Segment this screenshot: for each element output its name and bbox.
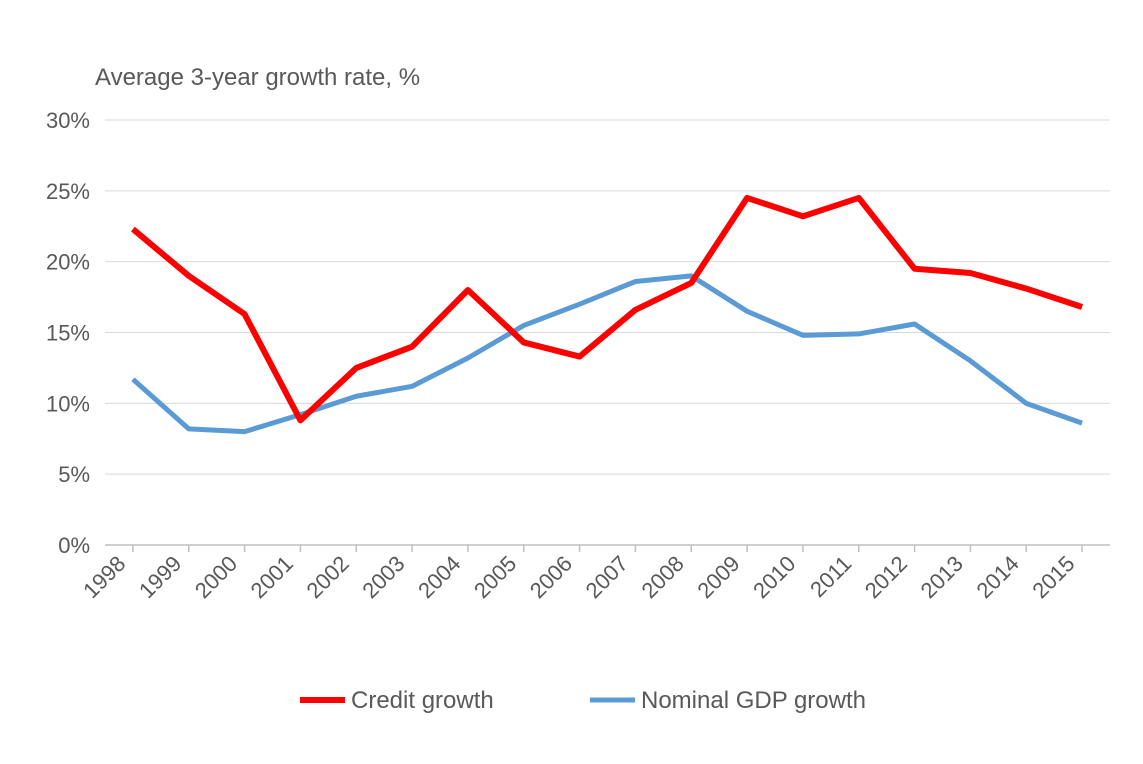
y-tick-label: 30% (46, 108, 90, 133)
y-tick-label: 5% (58, 462, 90, 487)
x-tick-label: 2000 (190, 551, 242, 603)
legend-label: Nominal GDP growth (641, 687, 866, 714)
x-tick-label: 2008 (636, 551, 688, 603)
x-tick-label: 2011 (805, 551, 856, 602)
x-tick-label: 2009 (692, 551, 744, 603)
chart-title: Average 3-year growth rate, % (95, 64, 420, 91)
y-tick-label: 10% (46, 391, 90, 416)
x-tick-label: 2015 (1027, 551, 1079, 603)
growth-line-chart: Average 3-year growth rate, % 0% 5% 10% 15% 2… (0, 0, 1143, 764)
x-tick-label: 2002 (301, 551, 353, 603)
y-tick-label: 15% (46, 321, 90, 346)
y-tick-label: 25% (46, 179, 90, 204)
x-tick-label: 1998 (78, 551, 130, 603)
x-tick-label: 2004 (413, 551, 465, 603)
y-tick-label: 20% (46, 250, 90, 275)
series-line-credit-growth (133, 198, 1082, 420)
x-tick-label: 2005 (469, 551, 521, 603)
x-tick-label: 2010 (748, 551, 800, 603)
x-tick-label: 2003 (357, 551, 409, 603)
x-tick-label: 2001 (246, 551, 298, 603)
series-line-nominal-gdp-growth (133, 276, 1082, 432)
legend-label: Credit growth (351, 687, 494, 714)
y-tick-label: 0% (58, 533, 90, 558)
x-tick-label: 2013 (916, 551, 968, 603)
chart-container: Average 3-year growth rate, % 0% 5% 10% 15% 2… (0, 0, 1143, 764)
x-tick-label: 2014 (971, 551, 1023, 603)
x-tick-label: 2007 (581, 551, 633, 603)
x-tick-label: 2006 (525, 551, 577, 603)
x-tick-label: 1999 (134, 551, 186, 603)
x-tick-label: 2012 (860, 551, 912, 603)
